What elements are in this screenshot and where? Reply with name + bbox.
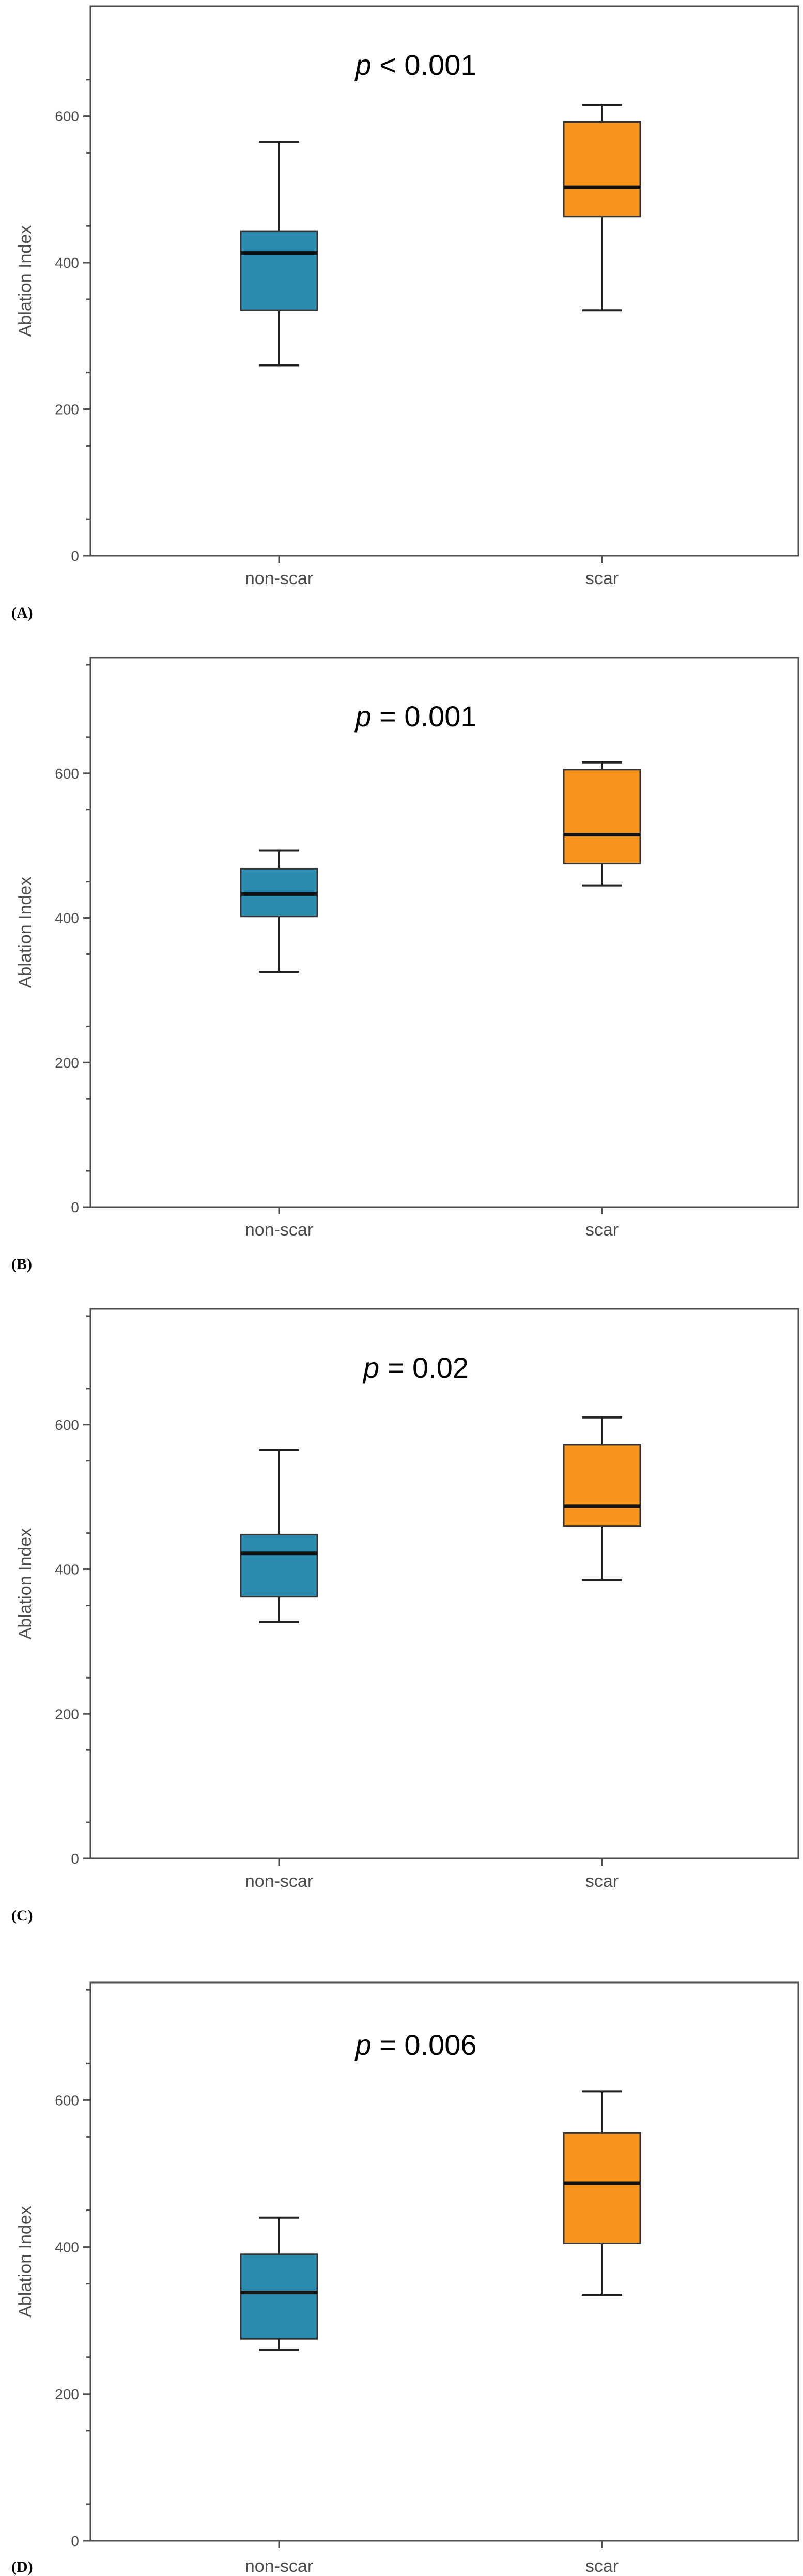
x-category-label: scar — [585, 569, 619, 588]
p-symbol: p — [354, 2029, 371, 2061]
plot-frame — [89, 657, 799, 1208]
box-non-scar — [240, 2253, 318, 2340]
p-symbol: p — [354, 700, 371, 733]
plot-frame — [89, 5, 799, 557]
panel-label: (A) — [11, 604, 33, 621]
chart-a: 0 200 400 600 Ablation Index non-scar scar p < … — [11, 5, 799, 621]
chart-c: 0 200 400 600 Ablation Index non-scar scar p = … — [11, 1308, 799, 1924]
p-value-annotation: p = 0.006 — [354, 2029, 476, 2061]
p-value-text: = 0.02 — [379, 1351, 469, 1384]
panel-a: 0 200 400 600 Ablation Index non-scar scar p < … — [0, 0, 803, 651]
y-tick-label: 0 — [71, 548, 79, 564]
box-non-scar — [240, 1533, 318, 1598]
box-scar — [563, 1444, 641, 1527]
chart-d: 0 200 400 600 Ablation Index non-scar scar p = … — [11, 1981, 799, 2576]
y-tick-label: 600 — [55, 766, 79, 782]
x-category-label: scar — [585, 2556, 619, 2576]
x-category-label: scar — [585, 1871, 619, 1891]
panel-label: (D) — [11, 2558, 33, 2575]
x-category-label: non-scar — [245, 1871, 313, 1891]
plot-frame — [89, 1308, 799, 1859]
y-axis-title: Ablation Index — [16, 1528, 35, 1640]
y-tick-label: 400 — [55, 1562, 79, 1578]
x-category-label: non-scar — [245, 569, 313, 588]
y-axis-title: Ablation Index — [16, 2206, 35, 2318]
y-tick-label: 200 — [55, 402, 79, 418]
p-value-text: < 0.001 — [372, 49, 477, 81]
panel-label: (B) — [11, 1256, 32, 1273]
y-axis-title: Ablation Index — [16, 877, 35, 988]
p-symbol: p — [354, 49, 371, 81]
y-tick-label: 200 — [55, 1055, 79, 1071]
y-tick-label: 0 — [71, 2533, 79, 2549]
p-value-annotation: p = 0.001 — [354, 700, 476, 733]
y-tick-label: 0 — [71, 1851, 79, 1867]
chart-b: 0 200 400 600 Ablation Index non-scar scar p = … — [11, 657, 799, 1273]
y-tick-label: 0 — [71, 1199, 79, 1215]
y-axis-title: Ablation Index — [16, 225, 35, 337]
panel-c: 0 200 400 600 Ablation Index non-scar scar p = … — [0, 1303, 803, 1954]
box-non-scar — [240, 230, 318, 311]
y-tick-label: 200 — [55, 1706, 79, 1722]
y-tick-label: 400 — [55, 910, 79, 926]
x-category-label: non-scar — [245, 2556, 313, 2576]
p-value-annotation: p < 0.001 — [354, 49, 476, 81]
panel-d: 0 200 400 600 Ablation Index non-scar scar p = … — [0, 1954, 803, 2576]
x-category-label: scar — [585, 1220, 619, 1240]
y-tick-label: 200 — [55, 2386, 79, 2402]
y-tick-label: 600 — [55, 1417, 79, 1433]
y-tick-label: 600 — [55, 109, 79, 125]
p-value-text: = 0.006 — [372, 2029, 477, 2061]
box-scar — [563, 2132, 641, 2244]
p-value-annotation: p = 0.02 — [362, 1351, 469, 1384]
box-scar — [563, 121, 641, 218]
box-scar — [563, 769, 641, 865]
y-tick-label: 400 — [55, 2239, 79, 2255]
p-value-text: = 0.001 — [372, 700, 477, 733]
panel-label: (C) — [11, 1907, 33, 1924]
y-tick-label: 600 — [55, 2092, 79, 2108]
x-category-label: non-scar — [245, 1220, 313, 1240]
y-tick-label: 400 — [55, 255, 79, 271]
plot-frame — [89, 1981, 799, 2542]
panel-b: 0 200 400 600 Ablation Index non-scar scar p = … — [0, 651, 803, 1303]
p-symbol: p — [362, 1351, 379, 1384]
